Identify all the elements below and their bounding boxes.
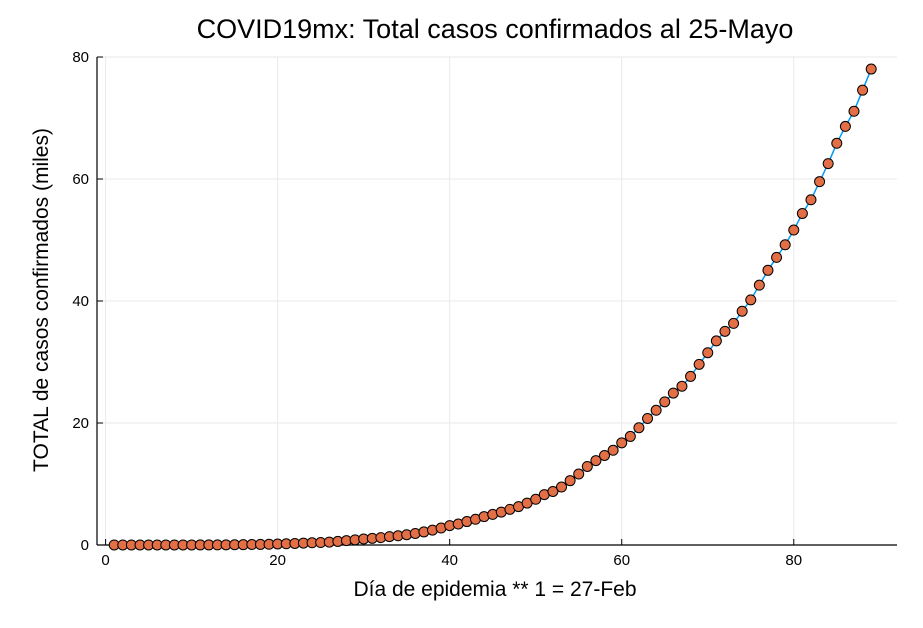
data-point [676, 380, 688, 392]
data-point [547, 485, 559, 497]
data-point [822, 158, 834, 170]
series-line [114, 68, 872, 546]
data-point [796, 207, 808, 219]
x-tick-label: 0 [101, 552, 109, 569]
y-tick-label: 60 [72, 171, 89, 188]
y-tick-label: 40 [72, 293, 89, 310]
data-point [805, 194, 817, 206]
data-point [573, 468, 585, 480]
data-point [659, 396, 671, 408]
data-point [616, 437, 628, 449]
data-point [693, 358, 705, 370]
data-point [642, 412, 654, 424]
data-point [771, 251, 783, 263]
data-point [710, 335, 722, 347]
data-point [736, 305, 748, 317]
data-point [839, 120, 851, 132]
data-point [633, 422, 645, 434]
data-point [857, 84, 869, 96]
data-point [581, 460, 593, 472]
chart-title: COVID19mx: Total casos confirmados al 25… [197, 14, 794, 44]
data-point [650, 404, 662, 416]
data-point [564, 475, 576, 487]
grid-lines [97, 56, 897, 546]
y-axis-label: TOTAL de casos confirmados (miles) [30, 128, 53, 472]
data-point [590, 455, 602, 467]
data-point [599, 449, 611, 461]
data-point [745, 294, 757, 306]
data-point [607, 444, 619, 456]
axes: 0 20 40 60 80 0 20 40 60 80 [72, 49, 897, 569]
x-tick-label: 80 [785, 552, 802, 569]
data-point [762, 264, 774, 276]
y-tick-label: 0 [81, 537, 89, 554]
data-point [753, 279, 765, 291]
data-point [667, 387, 679, 399]
data-point [702, 347, 714, 359]
data-point [530, 493, 542, 505]
data-point [719, 325, 731, 337]
data-point [848, 105, 860, 117]
x-tick-label: 40 [441, 552, 458, 569]
data-point [831, 137, 843, 149]
data-point [779, 239, 791, 251]
data-series [108, 63, 877, 551]
x-tick-label: 60 [613, 552, 630, 569]
data-point [624, 430, 636, 442]
data-point [814, 176, 826, 188]
y-tick-label: 20 [72, 415, 89, 432]
data-point [788, 224, 800, 236]
data-point [685, 370, 697, 382]
data-point [556, 481, 568, 493]
data-point [865, 63, 877, 75]
x-axis-label: Día de epidemia ** 1 = 27-Feb [353, 578, 636, 601]
x-tick-label: 20 [269, 552, 286, 569]
y-tick-label: 80 [72, 49, 89, 66]
data-point [728, 317, 740, 329]
